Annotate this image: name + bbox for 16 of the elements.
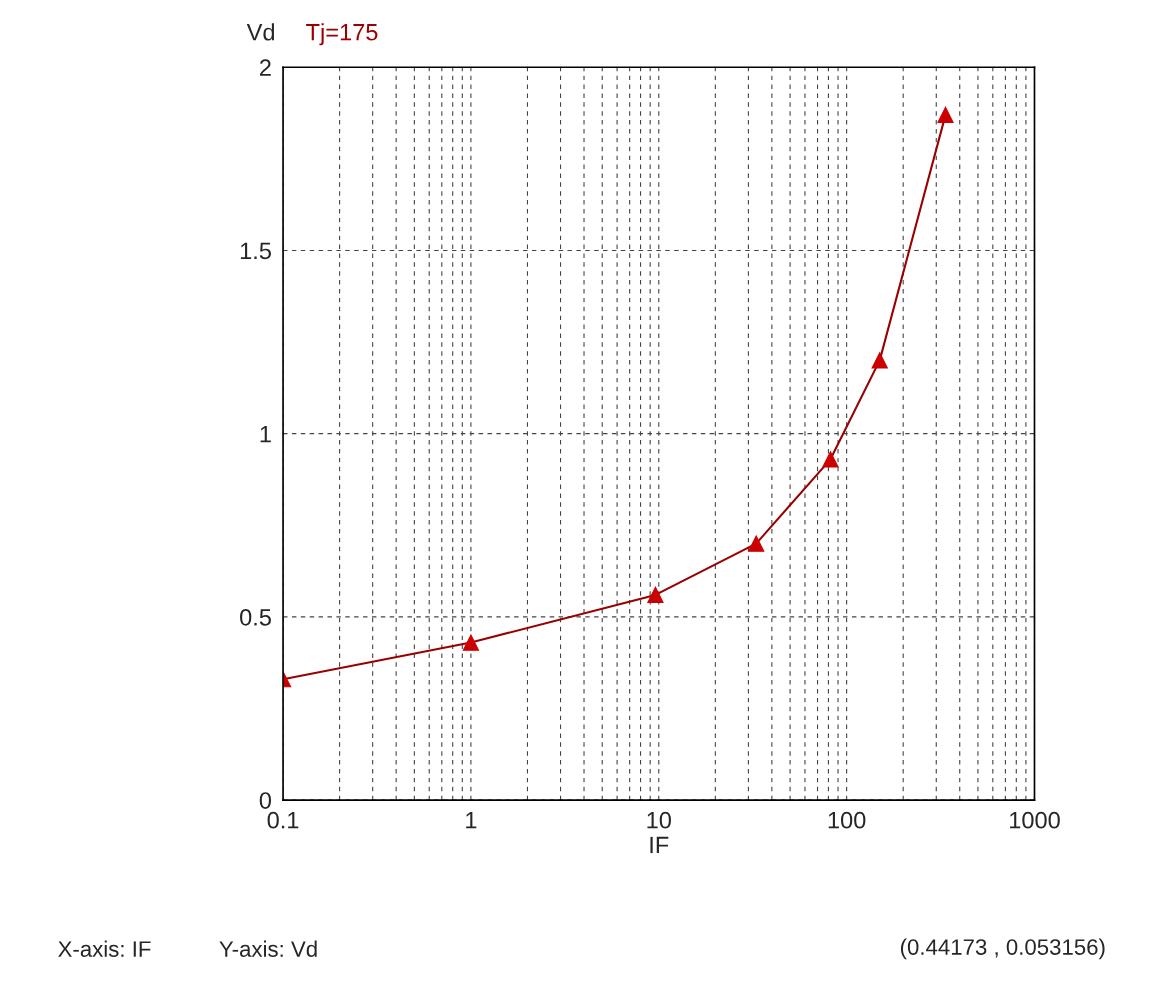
y-tick-label: 0 [259,792,272,809]
text: Y-axis: Vd [219,940,317,957]
x-tick-label: 10 [647,811,671,829]
x-axis-title: IF [650,836,669,854]
x-tick-label: 0.1 [267,811,299,829]
text: Tj=175 [306,23,378,46]
x-tick-label: 1 [466,812,477,829]
y-axis-title: Vd [246,23,275,41]
x-tick-label: 100 [828,811,866,829]
text: (0.44173 , 0.053156) [900,938,1105,960]
y-tick-label: 1.5 [240,242,271,260]
y-tick-label: 1 [260,425,271,443]
y-tick-label: 2 [259,59,271,76]
x-tick-label: 1000 [1010,811,1060,829]
text: X-axis: IF [58,940,151,957]
y-tick-label: 0.5 [240,608,271,626]
